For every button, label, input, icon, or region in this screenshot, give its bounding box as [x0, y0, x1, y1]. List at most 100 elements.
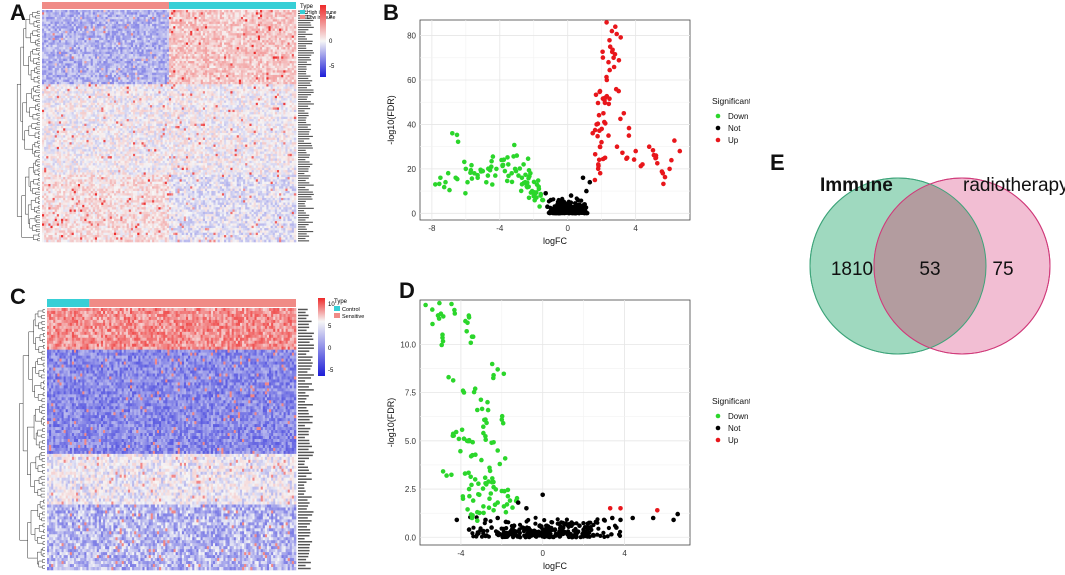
heatmap-cell [133, 14, 136, 18]
heatmap-cell [217, 68, 221, 71]
heatmap-cell [86, 47, 89, 50]
heatmap-cell [139, 21, 142, 25]
heatmap-cell [274, 58, 278, 62]
heatmap-cell [253, 51, 257, 55]
heatmap-cell [249, 21, 252, 25]
heatmap-cell [92, 23, 96, 27]
heatmap-cell [219, 35, 223, 39]
heatmap-cell [77, 49, 81, 53]
heatmap-cell [238, 47, 242, 50]
heatmap-cell [86, 65, 89, 69]
heatmap-cell [245, 70, 248, 73]
heatmap-cell [56, 35, 60, 39]
heatmap-cell [228, 100, 231, 104]
heatmap-cell [63, 86, 66, 90]
heatmap-cell [164, 44, 168, 48]
heatmap-cell [154, 91, 157, 94]
heatmap-cell [177, 63, 180, 66]
heatmap-cell [50, 65, 53, 69]
heatmap-cell [266, 10, 269, 13]
heatmap-cell [126, 42, 130, 46]
heatmap-cell [262, 72, 265, 76]
heatmap-cell [50, 63, 53, 66]
heatmap-cell [166, 14, 170, 18]
heatmap-cell [126, 86, 130, 90]
heatmap-cell [221, 26, 225, 29]
heatmap-cell [245, 93, 248, 97]
heatmap-cell [61, 10, 64, 13]
heatmap-cell [166, 21, 170, 25]
heatmap-cell [156, 26, 159, 29]
heatmap-cell [262, 40, 265, 43]
heatmap-cell [221, 95, 225, 99]
heatmap-cell [71, 74, 75, 78]
heatmap-cell [215, 68, 218, 71]
heatmap-cell [88, 100, 91, 104]
heatmap-cell [67, 40, 70, 43]
heatmap-cell [228, 56, 231, 60]
heatmap-cell [101, 23, 104, 27]
heatmap-cell [48, 95, 51, 99]
heatmap-cell [128, 65, 132, 69]
heatmap-cell [264, 33, 267, 36]
heatmap-cell [73, 63, 77, 66]
heatmap-cell [181, 77, 185, 80]
heatmap-cell [130, 28, 134, 32]
heatmap-cell [281, 42, 284, 46]
heatmap-cell [179, 100, 182, 104]
heatmap-cell [141, 44, 144, 48]
heatmap-cell [264, 54, 267, 57]
heatmap-cell [88, 98, 91, 101]
heatmap-cell [160, 47, 163, 50]
heatmap-cell [183, 42, 187, 46]
heatmap-cell [266, 81, 269, 85]
heatmap-cell [262, 93, 265, 97]
heatmap-cell [137, 58, 140, 62]
heatmap-cell [219, 12, 223, 15]
heatmap-cell [245, 56, 248, 60]
heatmap-cell [185, 21, 189, 25]
heatmap-cell [272, 37, 276, 41]
heatmap-cell [257, 61, 261, 64]
heatmap-cell [198, 102, 202, 106]
heatmap-cell [289, 42, 293, 46]
heatmap-cell [169, 16, 172, 20]
heatmap-cell [232, 79, 235, 83]
heatmap-cell [58, 95, 62, 99]
heatmap-cell [270, 51, 274, 55]
heatmap-cell [224, 33, 227, 36]
heatmap-cell [221, 58, 225, 62]
heatmap-cell [80, 63, 83, 66]
heatmap-cell [61, 79, 64, 83]
heatmap-cell [65, 63, 68, 66]
heatmap-cell [196, 21, 199, 25]
heatmap-cell [266, 61, 269, 64]
heatmap-cell [238, 61, 242, 64]
heatmap-cell [86, 100, 89, 104]
heatmap-cell [73, 72, 77, 76]
heatmap-cell [253, 81, 257, 85]
heatmap-cell [92, 30, 96, 34]
heatmap-cell [122, 98, 125, 101]
heatmap-cell [48, 19, 51, 22]
heatmap-cell [257, 100, 261, 104]
heatmap-cell [103, 81, 106, 85]
heatmap-cell [266, 65, 269, 69]
heatmap-cell [215, 63, 218, 66]
heatmap-cell [137, 79, 140, 83]
heatmap-cell [156, 30, 159, 34]
heatmap-cell [238, 95, 242, 99]
heatmap-cell [264, 16, 267, 20]
heatmap-cell [264, 74, 267, 78]
heatmap-cell [266, 98, 269, 101]
heatmap-cell [52, 51, 55, 55]
heatmap-cell [238, 63, 242, 66]
heatmap-cell [77, 40, 81, 43]
heatmap-cell [77, 81, 81, 85]
heatmap-cell [42, 35, 45, 39]
heatmap-cell [54, 72, 58, 76]
heatmap-cell [183, 26, 187, 29]
heatmap-cell [90, 61, 94, 64]
heatmap-cell [141, 16, 144, 20]
heatmap-cell [255, 58, 259, 62]
